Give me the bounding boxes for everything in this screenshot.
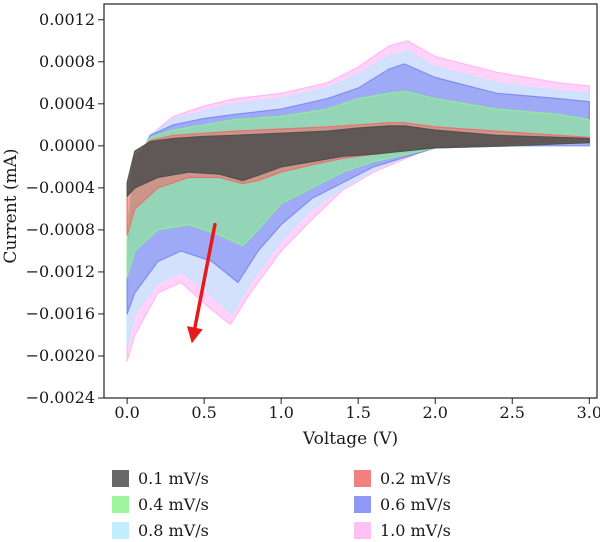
y-axis: 0.0012 0.0008 0.0004 0.0000 −0.0004 −0.0008 −0… [26,10,104,407]
y-tick-label: 0.0000 [39,136,95,155]
legend-swatch [112,496,129,513]
x-tick-label: 3.0 [577,403,600,422]
plot-frame [103,3,598,399]
x-axis-title: Voltage (V) [302,429,398,449]
legend-label: 0.8 mV/s [138,521,209,540]
legend-swatch [112,470,129,487]
legend-label: 0.6 mV/s [380,495,451,514]
legend-swatch [354,470,371,487]
x-tick-label: 0.5 [191,403,216,422]
x-tick-label: 2.5 [500,403,525,422]
legend-label: 0.1 mV/s [138,469,209,488]
arrow-head [187,326,203,344]
legend-label: 0.4 mV/s [138,495,209,514]
x-tick-label: 0.0 [114,403,139,422]
legend-label: 1.0 mV/s [380,521,451,540]
y-tick-label: −0.0012 [26,262,95,281]
legend-swatch [354,496,371,513]
x-tick-label: 1.5 [345,403,370,422]
y-tick-label: −0.0008 [26,220,95,239]
y-tick-label: −0.0004 [26,178,95,197]
x-tick-label: 2.0 [423,403,448,422]
y-tick-label: 0.0004 [39,94,95,113]
x-axis: 0.0 0.5 1.0 1.5 2.0 2.5 3.0 [114,398,600,422]
legend: 0.1 mV/s 0.2 mV/s 0.4 mV/s 0.6 mV/s 0.8 mV/s… [112,469,451,540]
arrow-shaft [193,222,217,330]
legend-swatch [112,522,129,539]
y-axis-title: Current (mA) [1,148,21,263]
y-tick-label: −0.0016 [26,304,95,323]
band-0-1-mv-s [126,125,590,197]
series-bands [126,40,590,362]
legend-swatch [354,522,371,539]
y-tick-label: −0.0024 [26,388,95,407]
y-tick-label: −0.0020 [26,346,95,365]
x-tick-label: 1.0 [268,403,293,422]
trend-arrow [187,222,217,344]
legend-label: 0.2 mV/s [380,469,451,488]
y-tick-label: 0.0012 [39,10,95,29]
y-tick-label: 0.0008 [39,52,95,71]
